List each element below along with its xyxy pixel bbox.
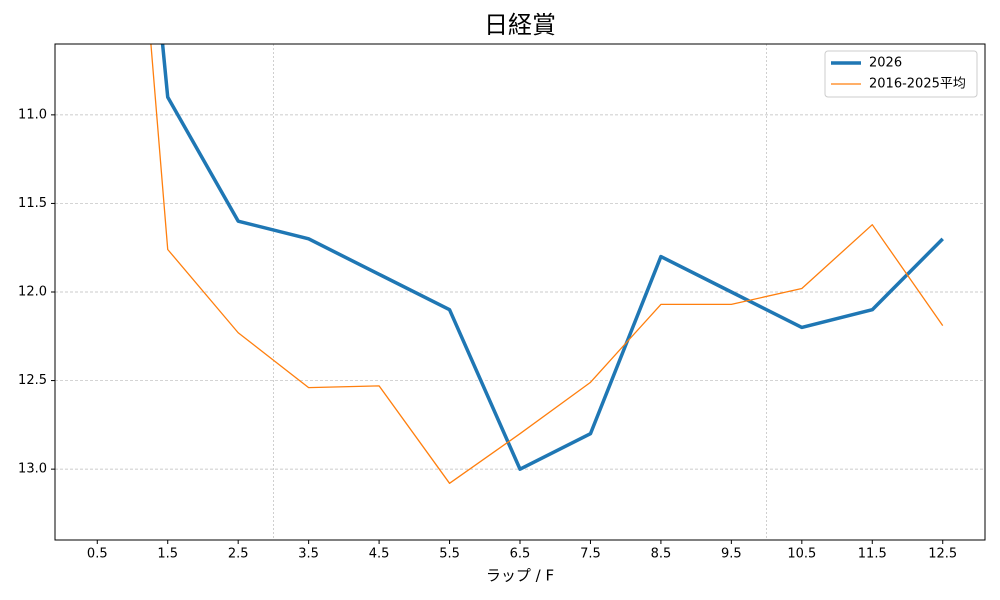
x-tick-label: 8.5 — [651, 547, 672, 562]
x-tick-label: 5.5 — [439, 547, 460, 562]
x-tick-label: 11.5 — [858, 547, 887, 562]
y-tick-label: 12.5 — [18, 373, 47, 388]
plot-lines — [150, 44, 944, 484]
y-tick-label: 12.0 — [18, 285, 47, 300]
plot-frame — [54, 43, 986, 541]
x-tick-label: 1.5 — [157, 547, 178, 562]
x-tick-label: 0.5 — [87, 547, 108, 562]
x-tick-label: 12.5 — [928, 547, 957, 562]
x-tick-label: 2.5 — [228, 547, 249, 562]
chart-title: 日経賞 — [484, 11, 556, 39]
legend — [824, 50, 978, 98]
legend-label: 2016-2025平均 — [869, 77, 966, 92]
series-line — [160, 44, 944, 471]
x-tick-label: 7.5 — [580, 547, 601, 562]
y-tick-label: 11.0 — [18, 107, 47, 122]
legend-label: 2026 — [869, 56, 902, 71]
y-tick-label: 11.5 — [18, 196, 47, 211]
x-tick-label: 10.5 — [787, 547, 816, 562]
x-tick-label: 6.5 — [510, 547, 531, 562]
x-tick-label: 3.5 — [298, 547, 319, 562]
y-tick-label: 13.0 — [18, 462, 47, 477]
x-tick-label: 9.5 — [721, 547, 742, 562]
x-tick-label: 4.5 — [369, 547, 390, 562]
series-line — [150, 44, 944, 484]
x-axis-label: ラップ / F — [486, 567, 554, 585]
